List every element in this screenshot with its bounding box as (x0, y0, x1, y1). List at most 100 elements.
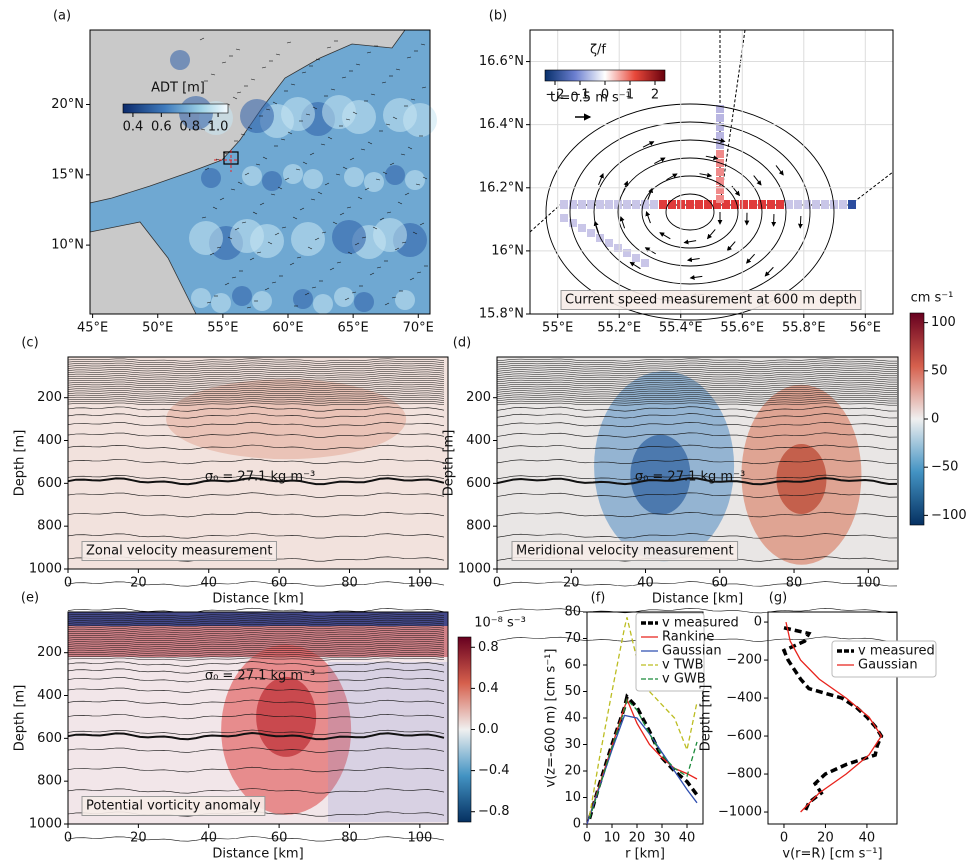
y-tick-label: 80 (564, 605, 581, 620)
vector (800, 216, 801, 228)
legend-label: Gaussian (662, 644, 722, 659)
y-tick-label: 200 (37, 645, 62, 660)
y-tick-label: 800 (466, 519, 491, 534)
y-tick-label: 400 (37, 688, 62, 703)
x-tick-label: 0 (780, 831, 788, 846)
isopycnal (68, 837, 444, 842)
eddy (344, 167, 364, 187)
y-tick-label: 16.2°N (479, 180, 524, 195)
y-tick-label: 10 (564, 790, 581, 805)
x-tick-label: 10 (604, 831, 621, 846)
y-tick-label: −600 (726, 729, 762, 744)
colorbar-tick-label: 0 (931, 412, 939, 427)
panel-label: (f) (591, 591, 606, 606)
sample (821, 200, 829, 209)
eddy (240, 99, 274, 133)
sample (716, 132, 724, 140)
sample (605, 200, 613, 209)
colorbar (458, 637, 471, 822)
x-tick-label: 40 (200, 576, 217, 591)
y-tick-label: 20 (564, 764, 581, 779)
isopycnal (68, 582, 444, 587)
eddy (385, 165, 405, 185)
colorbar (123, 104, 228, 113)
map-field (90, 30, 437, 314)
eddy (191, 288, 211, 308)
x-tick-label: 60°E (272, 321, 303, 336)
y-tick-label: −400 (726, 691, 762, 706)
annotation: Current speed measurement at 600 m depth (565, 293, 857, 308)
x-tick-label: 55.4°E (659, 321, 703, 336)
y-tick-label: 0 (573, 817, 581, 832)
sample (641, 259, 649, 267)
x-tick-label: 0 (493, 576, 501, 591)
sample (668, 200, 676, 209)
eddy (395, 290, 415, 310)
y-tick-label: 0 (754, 615, 762, 630)
eddy (189, 221, 223, 255)
colorbar (545, 70, 665, 81)
y-axis-label: Depth [m] (699, 685, 714, 752)
y-tick-label: 40 (564, 711, 581, 726)
annotation: Zonal velocity measurement (86, 544, 272, 559)
sample (578, 224, 586, 232)
y-axis-label: v(z=-600 m) [cm s⁻¹] (544, 649, 559, 788)
x-tick-label: 65°E (338, 321, 369, 336)
sample (623, 200, 631, 209)
panel-label: (c) (21, 336, 38, 351)
colorbar-tick-label: −0.8 (478, 804, 510, 819)
colorbar-tick-label: 0 (601, 88, 609, 103)
x-tick-label: 50°E (142, 321, 173, 336)
x-tick-label: 60 (271, 831, 288, 846)
y-tick-label: 600 (37, 476, 62, 491)
sample (695, 200, 703, 209)
y-tick-label: 20°N (51, 97, 84, 112)
x-tick-label: 0 (64, 831, 72, 846)
sample (632, 254, 640, 262)
colorbar (910, 313, 924, 525)
x-tick-label: 70°E (403, 321, 434, 336)
x-tick-label: 55°E (207, 321, 238, 336)
isopycnal (497, 582, 897, 587)
sample (848, 200, 856, 209)
sample (839, 200, 847, 209)
eddy (334, 287, 354, 307)
annotation: σ₀ = 27.1 kg m⁻³ (635, 470, 745, 485)
y-tick-label: 800 (37, 774, 62, 789)
x-axis-label: r [km] (625, 847, 665, 862)
x-tick-label: 60 (712, 576, 729, 591)
sample (632, 200, 640, 209)
colorbar-label: cm s⁻¹ (911, 291, 954, 306)
x-axis-label: v(r=R) [cm s⁻¹] (782, 847, 882, 862)
eddy (405, 170, 425, 190)
colorbar-tick-label: 0.4 (478, 681, 499, 696)
sample (587, 229, 595, 237)
legend-label: Gaussian (858, 658, 918, 673)
eddy (170, 50, 190, 70)
panel-label: (g) (769, 591, 787, 606)
sample (716, 168, 724, 176)
colorbar-tick-label: −2 (545, 88, 564, 103)
colorbar-tick-label: 100 (931, 315, 956, 330)
y-tick-label: −200 (726, 653, 762, 668)
sample (686, 200, 694, 209)
colorbar-tick-label: −100 (931, 508, 967, 523)
y-tick-label: 60 (564, 658, 581, 673)
legend-label: v measured (662, 616, 739, 631)
x-tick-label: 20 (130, 576, 147, 591)
sample (716, 195, 724, 203)
x-tick-label: 55.2°E (597, 321, 641, 336)
y-axis-label: Depth [m] (442, 430, 457, 497)
x-tick-label: 40 (679, 831, 696, 846)
sample (578, 200, 586, 209)
y-tick-label: 400 (37, 433, 62, 448)
y-tick-label: 600 (37, 731, 62, 746)
eddy (303, 169, 323, 189)
colorbar-tick-label: 1.0 (208, 120, 229, 135)
x-tick-label: 20 (130, 831, 147, 846)
x-tick-label: 55.6°E (720, 321, 764, 336)
y-tick-label: 1000 (29, 817, 62, 832)
sample (623, 249, 631, 257)
y-tick-label: 1000 (29, 562, 62, 577)
band (328, 662, 448, 822)
